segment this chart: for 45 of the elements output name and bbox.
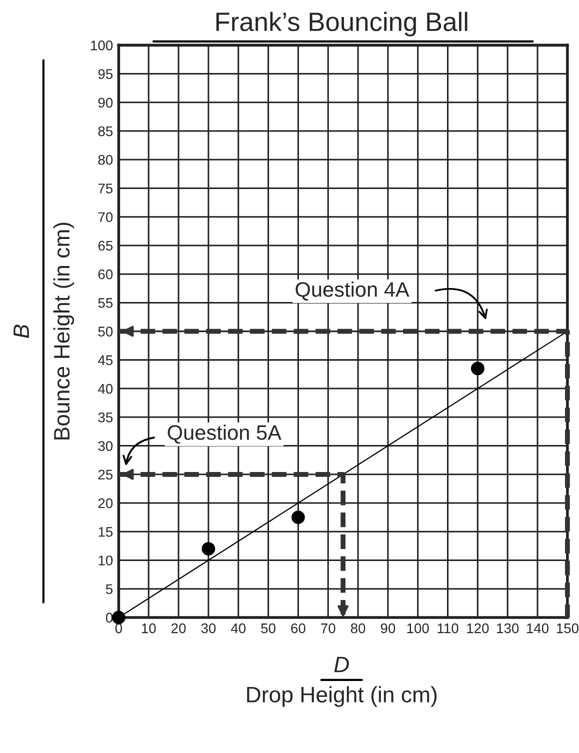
point [291,510,305,524]
x-tick-label: 10 [142,623,156,634]
chart-title: Frank’s Bouncing Ball [216,12,468,36]
y-tick-label: 25 [98,470,113,480]
x-tick-label: 140 [526,623,549,634]
y-tick-label: 100 [91,40,113,50]
point [470,362,484,376]
y-tick-label: 30 [98,441,113,451]
annotation: Question 5A [168,424,282,444]
y-tick-label: 15 [98,527,113,537]
x-tick-label: 60 [291,623,306,634]
y-tick-label: 0 [106,612,113,623]
annotation: Question 4A [296,282,410,301]
y-tick-label: 90 [98,98,113,108]
y-tick-label: 35 [98,412,113,422]
x-tick-label: 150 [556,623,578,634]
y-tick-label: 75 [98,184,113,194]
x-tick-label: 110 [438,623,458,634]
x-tick-label: 130 [497,623,519,634]
y-tick-label: 70 [98,212,113,222]
y-tick-label: 20 [98,498,113,508]
x-tick-label: 30 [201,623,216,634]
point [202,542,216,556]
x-tick-label: 100 [407,623,429,634]
y-tick-label: 50 [98,326,113,336]
y-tick-label: 40 [98,384,113,394]
x-tick-label: 70 [321,623,336,634]
y-tick-label: 65 [98,240,113,251]
y-axis-title: B Bounce Height (in cm) [14,222,74,440]
y-tick-label: 95 [98,69,113,79]
x-tick-label: 80 [350,623,366,634]
y-tick-label: 85 [98,126,113,136]
point [112,610,126,624]
x-tick-label: 40 [230,623,246,634]
x-tick-label: 90 [380,623,396,634]
x-axis-title: D Drop Height (in cm) [247,656,437,707]
y-tick-label: 5 [106,584,113,594]
x-tick-label: 120 [467,623,489,634]
x-tick-label: 20 [172,623,186,634]
y-tick-label: 80 [98,154,113,165]
y-tick-label: 10 [98,556,113,566]
y-tick-label: 55 [98,298,113,308]
y-tick-label: 45 [98,355,113,366]
y-tick-label: 60 [98,269,113,280]
x-tick-label: 50 [261,623,276,634]
